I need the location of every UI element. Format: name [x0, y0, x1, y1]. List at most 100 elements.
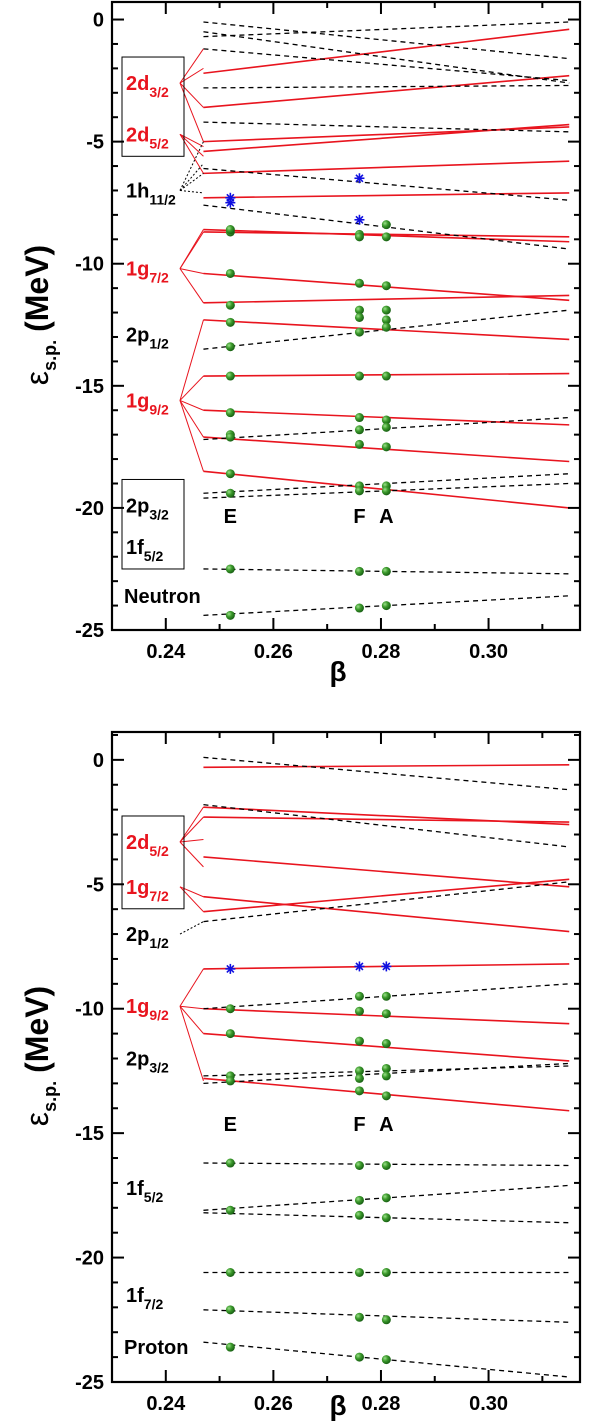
green-point [381, 442, 391, 452]
svg-text:1h11/2: 1h11/2 [126, 180, 176, 207]
green-point [381, 1193, 391, 1203]
svg-text:1g9/2: 1g9/2 [126, 390, 169, 417]
green-point [381, 1315, 391, 1325]
green-point [354, 566, 364, 576]
green-point [354, 1312, 364, 1322]
green-point [354, 371, 364, 381]
dashed-level-line-16 [203, 31, 570, 84]
label-connector-0 [179, 319, 204, 401]
green-point [354, 1268, 364, 1278]
level-label-2p-3-2: 2p3/2 [126, 495, 169, 522]
red-level-line-9 [203, 294, 570, 304]
label-connector-4 [179, 400, 204, 472]
x-tick-label: 0.24 [146, 641, 186, 663]
y-tick-label: -15 [75, 1123, 104, 1145]
level-label-1h-11-2: 1h11/2 [126, 141, 204, 207]
y-tick-label: -25 [75, 620, 104, 642]
neutron-panel: 2d3/2 2d5/2 1h11/2 1g7/2 2p1/2 1g9/2 2p3/2 1f5/… [19, 0, 582, 687]
green-point [354, 1195, 364, 1205]
green-point [354, 486, 364, 496]
y-tick-label: 0 [93, 750, 104, 772]
green-point [354, 327, 364, 337]
green-point [354, 232, 364, 242]
dashed-level-line-20 [203, 121, 570, 133]
label-connector-0 [179, 968, 204, 1007]
point-label-A: A [379, 1114, 393, 1136]
y-tick-label: -10 [75, 999, 104, 1021]
green-point [225, 1205, 235, 1215]
svg-text:1f7/2: 1f7/2 [126, 1285, 163, 1312]
x-tick-label: 0.28 [361, 641, 400, 663]
label-box [121, 478, 185, 570]
x-axis-title: β [329, 656, 346, 687]
green-point [225, 408, 235, 418]
green-point [225, 469, 235, 479]
red-level-line-0 [203, 28, 570, 75]
label-box [121, 56, 185, 157]
green-point [354, 1006, 364, 1016]
green-point [381, 486, 391, 496]
dashed-level-line-15 [203, 21, 570, 60]
red-level-line-4 [203, 895, 570, 933]
blue-star-point [354, 173, 365, 184]
green-point [381, 220, 391, 230]
label-connector-3 [179, 1006, 204, 1082]
label-connector-2 [179, 400, 204, 411]
svg-text:2d5/2: 2d5/2 [126, 124, 169, 151]
red-level-line-5 [203, 878, 570, 913]
y-axis-title: εs.p.(MeV) [19, 986, 60, 1126]
blue-star-point [225, 197, 236, 208]
level-label-1f-7-2: 1f7/2 [126, 1285, 163, 1312]
svg-text:1g9/2: 1g9/2 [126, 996, 169, 1023]
green-point [354, 1160, 364, 1170]
green-point [354, 1073, 364, 1083]
red-level-line-0 [203, 764, 570, 769]
svg-text:2p3/2: 2p3/2 [126, 1048, 169, 1075]
green-point [354, 1352, 364, 1362]
dashed-level-line-19 [203, 84, 570, 89]
nucleon-label: Proton [124, 1337, 188, 1359]
level-label-2p-1-2: 2p1/2 [126, 921, 204, 951]
green-point [381, 991, 391, 1001]
svg-text:1f5/2: 1f5/2 [126, 1178, 163, 1205]
dashed-level-line-11 [203, 804, 570, 848]
blue-star-point [381, 961, 392, 972]
green-point [225, 342, 235, 352]
green-point [381, 422, 391, 432]
level-label-2p-3-2: 2p3/2 [126, 1048, 169, 1075]
level-label-1g-9-2: 1g9/2 [126, 968, 204, 1082]
green-point [225, 1268, 235, 1278]
level-label-1f-5-2: 1f5/2 [126, 537, 163, 564]
green-point [225, 564, 235, 574]
green-point [381, 601, 391, 611]
green-point [381, 1063, 391, 1073]
green-point [225, 300, 235, 310]
green-point [381, 322, 391, 332]
red-level-line-3 [203, 123, 570, 153]
proton-panel: 2d5/2 1g7/2 2p1/2 1g9/2 2p3/2 1f5/2 1f7/2 E F A Pr… [19, 730, 582, 1421]
red-level-line-1 [203, 74, 570, 109]
green-point [354, 1036, 364, 1046]
green-point [354, 1066, 364, 1076]
y-tick-label: -20 [75, 1248, 104, 1270]
red-level-line-3 [203, 856, 570, 888]
svg-text:1f5/2: 1f5/2 [126, 537, 163, 564]
level-label-1f-5-2: 1f5/2 [126, 1178, 163, 1205]
green-point [354, 413, 364, 423]
green-point [225, 268, 235, 278]
x-tick-label: 0.26 [254, 1393, 293, 1415]
label-connector-2 [179, 268, 204, 274]
label-box [121, 815, 185, 910]
green-point [381, 305, 391, 315]
label-connector-1 [179, 375, 204, 401]
svg-text:1g7/2: 1g7/2 [126, 259, 169, 286]
svg-text:2p1/2: 2p1/2 [126, 325, 169, 352]
green-point [381, 281, 391, 291]
y-tick-label: 0 [93, 10, 104, 32]
svg-text:2p3/2: 2p3/2 [126, 495, 169, 522]
green-point [225, 1305, 235, 1315]
green-point [381, 1355, 391, 1365]
green-point [381, 371, 391, 381]
green-point [381, 315, 391, 325]
